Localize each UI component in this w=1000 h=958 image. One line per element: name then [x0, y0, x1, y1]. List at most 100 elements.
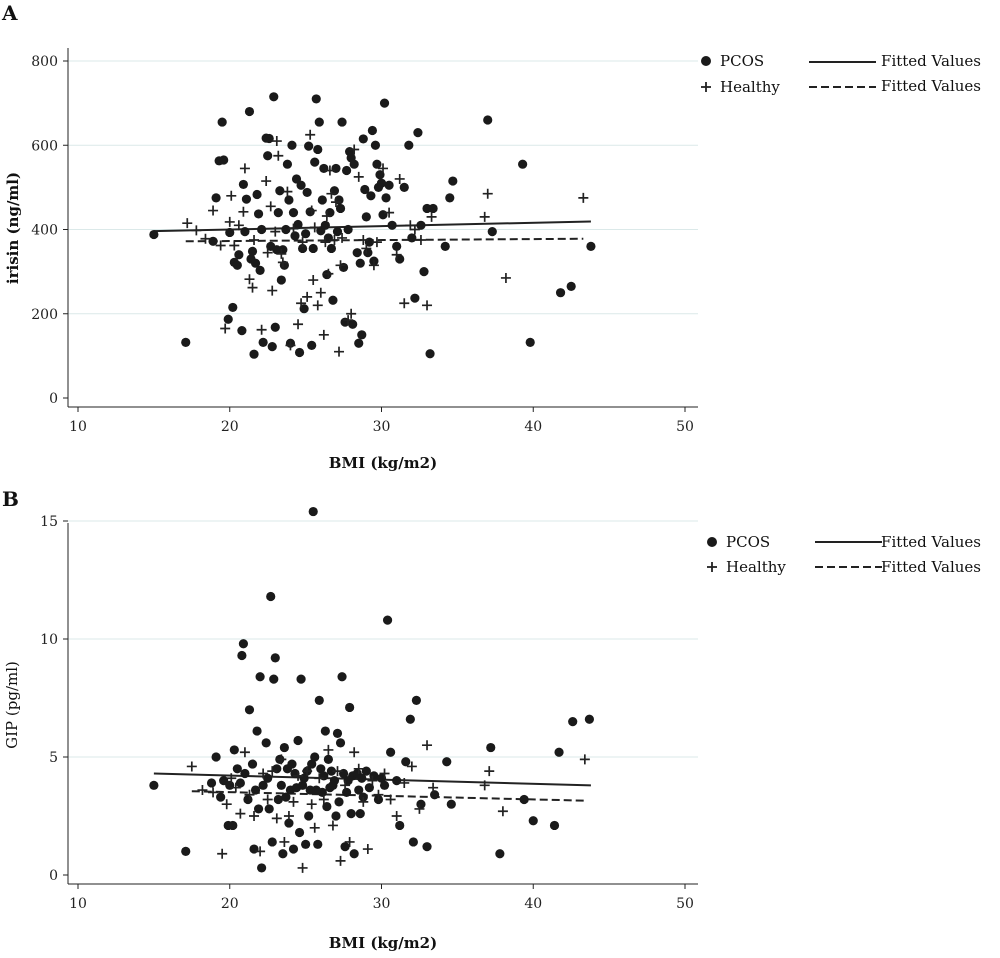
healthy-point — [226, 190, 237, 201]
pcos-point — [301, 229, 311, 239]
panel-a-y-axis-title: irisin (ng/ml) — [4, 172, 22, 284]
healthy-point — [346, 308, 357, 319]
pcos-point — [314, 117, 324, 127]
healthy-point — [197, 785, 208, 796]
healthy-point — [394, 173, 405, 184]
healthy-point — [343, 315, 354, 326]
pcos-point — [361, 212, 371, 222]
pcos-point — [257, 863, 267, 873]
healthy-point — [384, 207, 395, 218]
legend-fit-solid-label: Fitted Values — [881, 52, 981, 70]
pcos-point — [404, 140, 414, 150]
pcos-point — [313, 144, 323, 155]
healthy-point — [306, 799, 317, 810]
pcos-point — [387, 220, 397, 230]
pcos-point — [293, 735, 303, 746]
pcos-point — [249, 349, 259, 359]
pcos-point — [308, 243, 318, 254]
pcos-point — [357, 330, 367, 340]
healthy-point — [361, 243, 372, 254]
panel-b-legend: PCOS Healthy Fitted Values Fitted Values — [707, 533, 981, 576]
healthy-point — [320, 237, 331, 248]
pcos-point — [307, 759, 317, 769]
pcos-point — [335, 738, 346, 748]
pcos-point — [252, 726, 262, 736]
healthy-point — [326, 188, 337, 199]
legend-healthy-marker-icon — [707, 562, 717, 572]
pcos-point — [566, 281, 576, 291]
healthy-point — [249, 235, 260, 246]
pcos-point — [310, 157, 320, 167]
healthy-point — [371, 237, 382, 248]
pcos-point — [275, 186, 285, 196]
pcos-point — [267, 342, 277, 352]
healthy-point — [283, 811, 294, 821]
pcos-point — [428, 203, 438, 214]
pcos-point — [253, 209, 264, 219]
pcos-point — [366, 191, 376, 201]
panel-a-ticks: 0 200 400 600 800 10 20 30 40 50 — [31, 54, 694, 435]
pcos-point — [425, 349, 435, 359]
healthy-point — [247, 282, 258, 293]
pcos-point — [284, 818, 294, 828]
healthy-point — [302, 766, 313, 777]
healthy-point — [285, 340, 296, 351]
pcos-point — [255, 672, 265, 682]
pcos-point — [287, 759, 297, 769]
pcos-point — [382, 615, 393, 625]
pcos-point — [308, 506, 318, 517]
healthy-point — [208, 205, 219, 216]
pcos-point — [408, 837, 418, 847]
pcos-point — [331, 163, 341, 174]
pcos-point — [225, 227, 235, 238]
pcos-point — [225, 780, 235, 790]
pcos-point — [445, 193, 455, 203]
healthy-point — [479, 780, 490, 791]
healthy-point — [229, 240, 240, 251]
pcos-point — [247, 759, 258, 769]
healthy-point — [315, 287, 326, 298]
pcos-point — [211, 752, 221, 762]
pcos-point — [206, 778, 217, 788]
healthy-point — [255, 846, 266, 857]
legend-pcos-label: PCOS — [726, 533, 770, 551]
x-tick-label: 20 — [221, 896, 239, 912]
pcos-point — [266, 591, 276, 602]
healthy-point — [244, 789, 255, 800]
x-tick-label: 30 — [373, 419, 391, 435]
pcos-point — [319, 771, 329, 781]
y-tick-label: 0 — [49, 868, 58, 884]
pcos-point — [586, 241, 596, 251]
panel-b-ticks: 0 5 10 15 10 20 30 40 50 — [40, 514, 694, 912]
pcos-point — [244, 106, 255, 117]
pcos-point — [331, 811, 341, 821]
healthy-point — [349, 144, 360, 155]
healthy-point — [262, 247, 273, 258]
pcos-point — [367, 125, 377, 136]
healthy-point — [256, 324, 267, 335]
panel-b-grid — [68, 520, 698, 758]
pcos-point — [296, 180, 306, 190]
healthy-point — [422, 740, 433, 751]
legend-fit-dashed-label: Fitted Values — [881, 77, 981, 95]
healthy-point — [353, 763, 364, 774]
pcos-point — [263, 151, 273, 161]
pcos-point — [291, 174, 302, 184]
pcos-point — [340, 842, 350, 852]
healthy-point — [267, 285, 278, 296]
legend-pcos-label: PCOS — [720, 52, 764, 70]
pcos-point — [442, 757, 452, 767]
healthy-point — [273, 150, 284, 161]
pcos-point — [305, 207, 315, 217]
x-tick-label: 20 — [221, 419, 239, 435]
pcos-point — [313, 839, 323, 849]
pcos-point — [263, 773, 273, 783]
healthy-point — [279, 836, 290, 847]
healthy-point — [282, 186, 293, 197]
pcos-point — [354, 785, 364, 795]
healthy-point — [426, 211, 437, 222]
healthy-point — [405, 220, 416, 231]
healthy-point — [297, 862, 308, 873]
panel-a-grid — [68, 60, 698, 315]
pcos-point — [181, 846, 191, 857]
